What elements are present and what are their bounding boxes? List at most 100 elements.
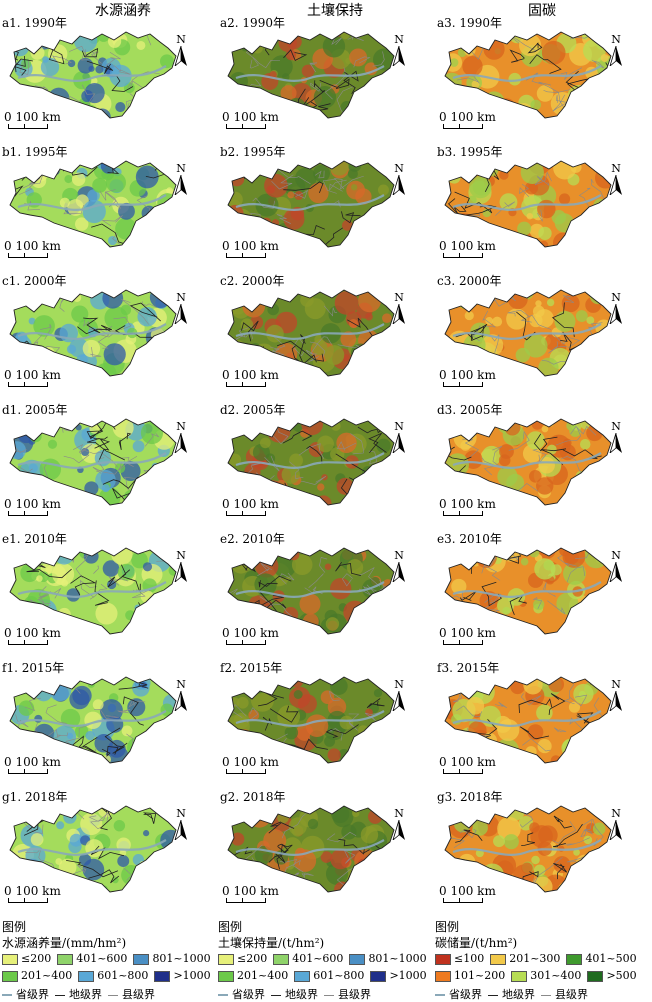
raster-patch: [71, 172, 86, 186]
raster-patch: [329, 161, 349, 176]
province-boundary: [235, 323, 385, 340]
county-boundary: [519, 813, 533, 828]
raster-patch: [291, 554, 313, 575]
raster-patch: [524, 334, 548, 358]
raster-patch: [346, 559, 364, 576]
north-arrow-icon: [174, 303, 187, 326]
boundary-label: 县级界: [555, 988, 588, 1001]
province-boundary: [17, 581, 167, 598]
scale-bar: 0 100 km: [439, 239, 509, 265]
legend-label: 201~400: [21, 969, 73, 982]
prefecture-boundary: [455, 829, 483, 843]
north-arrow-icon: [392, 45, 405, 68]
raster-patch: [113, 819, 126, 832]
county-boundary: [575, 230, 594, 246]
county-boundary: [93, 708, 119, 720]
map-panel: e1. 2010年 N 0 100 km: [2, 530, 198, 656]
raster-patch: [351, 222, 372, 243]
raster-patch: [273, 554, 297, 578]
study-area-map: [9, 418, 177, 506]
raster-patch: [128, 494, 139, 505]
county-boundary: [141, 301, 158, 308]
scale-label: 0 100 km: [4, 884, 61, 898]
county-boundary: [81, 84, 96, 108]
county-boundary: [249, 57, 259, 69]
raster-patch: [161, 881, 172, 892]
raster-patch: [541, 425, 549, 433]
boundary-line-icon: [218, 994, 228, 996]
prefecture-boundary: [533, 433, 558, 452]
raster-patch: [506, 308, 528, 330]
map-outline: [227, 676, 395, 764]
county-boundary: [248, 865, 260, 872]
prefecture-boundary: [107, 564, 127, 588]
county-boundary: [45, 704, 67, 724]
county-boundary: [507, 309, 530, 317]
county-boundary: [336, 86, 354, 118]
county-boundary: [541, 360, 566, 365]
raster-patch: [498, 454, 511, 467]
raster-patch: [570, 161, 582, 173]
legend-item: 201~300: [490, 952, 560, 965]
scale-bar-line: [226, 511, 266, 516]
county-boundary: [288, 872, 300, 880]
raster-patch: [313, 164, 330, 182]
county-boundary: [93, 565, 99, 574]
county-boundary: [369, 727, 390, 745]
raster-patch: [567, 498, 580, 505]
raster-patch: [320, 851, 333, 863]
raster-patch: [567, 84, 591, 108]
raster-patch: [92, 177, 108, 193]
scale-bar: 0 100 km: [4, 239, 74, 265]
north-arrow-icon: [174, 45, 187, 68]
county-boundary: [476, 481, 492, 491]
raster-patch: [340, 331, 357, 347]
raster-patch: [377, 345, 387, 355]
prefecture-boundary: [95, 806, 112, 831]
raster-patch: [269, 70, 277, 79]
raster-patch: [330, 577, 352, 600]
raster-patch: [376, 873, 392, 889]
raster-patch: [451, 578, 467, 595]
raster-patch: [230, 473, 241, 484]
raster-patch: [138, 473, 150, 485]
legend-swatch: [2, 953, 18, 965]
map-panel: b3. 1995年 N 0 100 km: [437, 143, 633, 269]
study-area-map: [9, 160, 177, 248]
map-outline: [9, 160, 177, 248]
raster-patch: [445, 290, 465, 306]
county-boundary: [466, 477, 478, 493]
map-outline: [9, 805, 177, 893]
raster-patch: [50, 741, 63, 754]
raster-patch: [481, 445, 502, 466]
boundary-line-icon: [108, 994, 118, 996]
study-area-map: [227, 289, 395, 377]
scale-bar-tick: [24, 382, 25, 387]
county-boundary: [555, 426, 582, 446]
raster-patch: [72, 293, 82, 303]
county-boundary: [252, 677, 277, 684]
prefecture-boundary: [360, 344, 385, 376]
raster-patch: [29, 619, 36, 626]
scale-bar: 0 100 km: [4, 884, 74, 910]
scale-bar: 0 100 km: [4, 755, 74, 781]
raster-patch: [507, 290, 528, 310]
raster-patch: [115, 217, 137, 240]
raster-patch: [532, 876, 553, 892]
study-area-map: [444, 160, 612, 248]
county-boundary: [301, 872, 314, 881]
raster-patch: [466, 696, 485, 715]
county-boundary: [52, 732, 69, 740]
scale-bar: 0 100 km: [222, 497, 292, 523]
county-boundary: [136, 195, 151, 214]
county-boundary: [328, 728, 343, 741]
raster-patch: [69, 833, 83, 847]
scale-bar-tick: [242, 382, 243, 387]
county-boundary: [560, 456, 585, 478]
boundary-legend-item: 县级界: [108, 986, 155, 1002]
raster-patch: [115, 101, 126, 113]
raster-patch: [105, 172, 126, 193]
county-boundary: [456, 75, 480, 84]
raster-patch: [447, 170, 461, 184]
raster-patch: [84, 82, 105, 104]
